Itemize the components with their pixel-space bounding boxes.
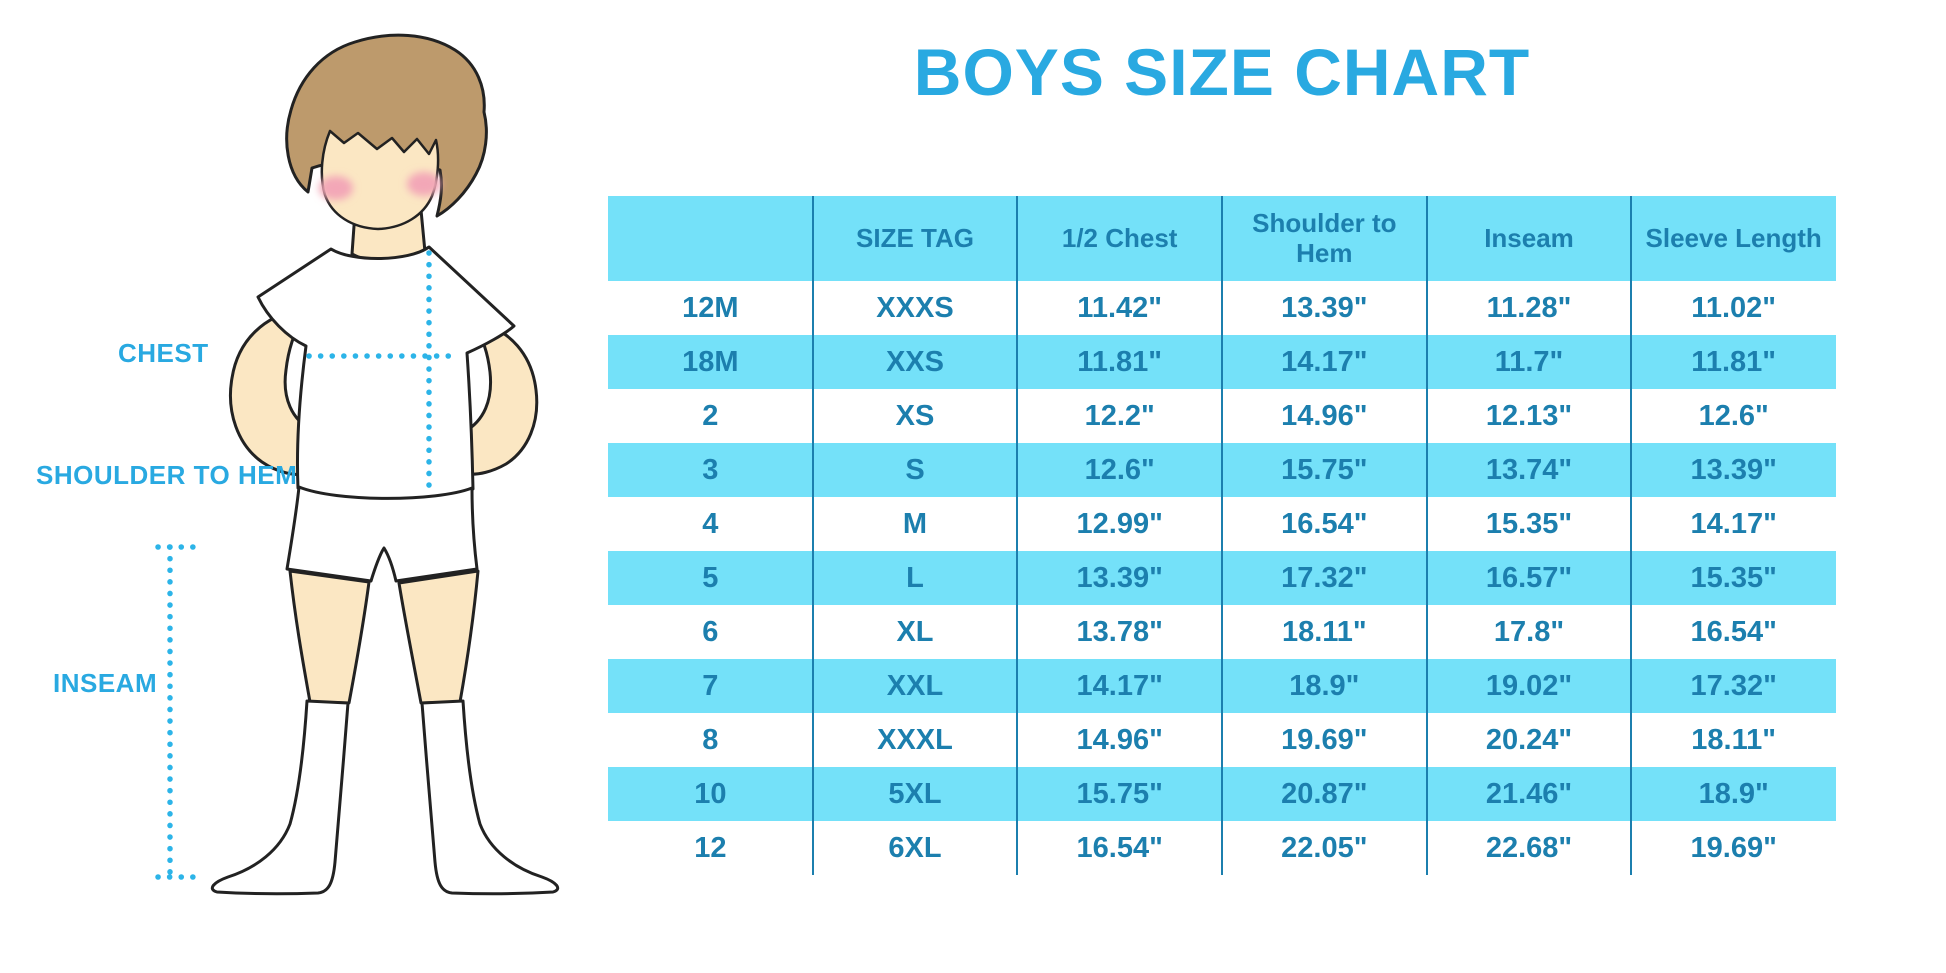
boy-right-cheek	[407, 172, 441, 196]
table-cell: 16.54"	[1017, 821, 1222, 875]
table-cell: 12.13"	[1426, 389, 1632, 443]
table-cell: 11.28"	[1426, 281, 1632, 335]
table-cell: 15.75"	[1017, 767, 1222, 821]
table-cell: 13.39"	[1222, 281, 1427, 335]
table-cell: 15.35"	[1426, 497, 1632, 551]
table-cell: XXS	[812, 335, 1018, 389]
table-cell: 16.57"	[1426, 551, 1632, 605]
table-cell: 13.39"	[1631, 443, 1836, 497]
table-cell: 19.69"	[1222, 713, 1427, 767]
column-header: 1/2 Chest	[1017, 196, 1222, 281]
table-cell: 12.2"	[1017, 389, 1222, 443]
table-cell: 14.17"	[1631, 497, 1836, 551]
column-header: SIZE TAG	[812, 196, 1018, 281]
boy-right-sock	[420, 699, 560, 896]
column-divider	[1221, 196, 1223, 875]
chest-label: CHEST	[118, 338, 209, 368]
row-label: 2	[608, 389, 813, 443]
row-label: 10	[608, 767, 813, 821]
table-cell: 11.02"	[1631, 281, 1836, 335]
boy-right-arm	[462, 320, 539, 476]
row-label: 7	[608, 659, 813, 713]
boy-left-sock	[210, 699, 350, 896]
column-divider	[1425, 196, 1428, 875]
table-cell: 11.7"	[1426, 335, 1632, 389]
boy-shorts	[285, 485, 479, 583]
column-header: Inseam	[1426, 196, 1632, 281]
table-cell: 16.54"	[1631, 605, 1836, 659]
table-cell: 13.39"	[1017, 551, 1222, 605]
table-cell: 14.96"	[1222, 389, 1427, 443]
table-cell: 18.11"	[1631, 713, 1836, 767]
boy-hair	[285, 33, 488, 218]
table-cell: 6XL	[812, 821, 1018, 875]
table-cell: 14.96"	[1017, 713, 1222, 767]
size-table: SIZE TAG 1/2 Chest Shoulder to Hem Inseam Sl…	[608, 196, 1836, 875]
column-divider	[811, 196, 814, 875]
boy-left-cheek	[319, 176, 353, 200]
table-cell: 20.87"	[1222, 767, 1427, 821]
table-cell: XXL	[812, 659, 1018, 713]
table-cell: 22.05"	[1222, 821, 1427, 875]
table-cell: 14.17"	[1017, 659, 1222, 713]
table-cell: XS	[812, 389, 1018, 443]
table-cell: 16.54"	[1222, 497, 1427, 551]
table-cell: 20.24"	[1426, 713, 1632, 767]
table-cell: 19.02"	[1426, 659, 1632, 713]
boy-left-leg	[288, 569, 371, 705]
column-header: Sleeve Length	[1631, 196, 1836, 281]
table-cell: M	[812, 497, 1018, 551]
column-header: Shoulder to Hem	[1222, 196, 1427, 281]
table-cell: 15.75"	[1222, 443, 1427, 497]
table-cell: 11.81"	[1631, 335, 1836, 389]
table-cell: 12.6"	[1017, 443, 1222, 497]
table-cell: XL	[812, 605, 1018, 659]
row-label: 4	[608, 497, 813, 551]
column-divider	[1630, 196, 1633, 875]
row-label: 8	[608, 713, 813, 767]
table-cell: 22.68"	[1426, 821, 1632, 875]
table-cell: 21.46"	[1426, 767, 1632, 821]
table-cell: 18.9"	[1631, 767, 1836, 821]
row-label: 12	[608, 821, 813, 875]
table-cell: 5XL	[812, 767, 1018, 821]
row-label: 6	[608, 605, 813, 659]
table-cell: 14.17"	[1222, 335, 1427, 389]
table-cell: 12.6"	[1631, 389, 1836, 443]
page-title: BOYS SIZE CHART	[913, 35, 1531, 109]
table-cell: 17.8"	[1426, 605, 1632, 659]
boy-right-leg	[397, 569, 480, 705]
table-cell: 12.99"	[1017, 497, 1222, 551]
row-label: 5	[608, 551, 813, 605]
boy-left-arm	[229, 308, 314, 477]
table-cell: L	[812, 551, 1018, 605]
table-cell: 18.9"	[1222, 659, 1427, 713]
table-cell: 13.74"	[1426, 443, 1632, 497]
row-label: 12M	[608, 281, 813, 335]
column-header	[608, 196, 813, 281]
table-cell: XXXS	[812, 281, 1018, 335]
column-divider	[1016, 196, 1019, 875]
table-cell: 18.11"	[1222, 605, 1427, 659]
table-cell: S	[812, 443, 1018, 497]
table-cell: 15.35"	[1631, 551, 1836, 605]
table-cell: 11.81"	[1017, 335, 1222, 389]
table-cell: 19.69"	[1631, 821, 1836, 875]
table-cell: 11.42"	[1017, 281, 1222, 335]
inseam-label: INSEAM	[53, 668, 158, 698]
row-label: 3	[608, 443, 813, 497]
table-cell: XXXL	[812, 713, 1018, 767]
row-label: 18M	[608, 335, 813, 389]
shoulder-to-hem-label: SHOULDER TO HEM	[36, 460, 298, 490]
table-cell: 13.78"	[1017, 605, 1222, 659]
table-cell: 17.32"	[1222, 551, 1427, 605]
table-cell: 17.32"	[1631, 659, 1836, 713]
